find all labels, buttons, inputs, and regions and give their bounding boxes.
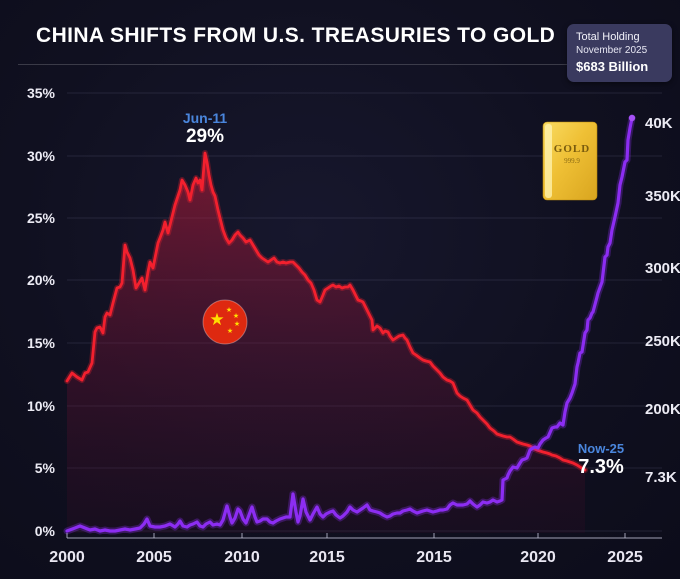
y-axis-left-label: 10%	[27, 398, 56, 414]
x-axis-label: 2015	[416, 549, 452, 566]
peak-annotation-date: Jun-11	[182, 110, 228, 126]
y-axis-left-label: 5%	[35, 460, 56, 476]
svg-text:GOLD: GOLD	[554, 143, 590, 155]
peak-annotation: Jun-11 29%	[183, 110, 227, 147]
y-axis-left-label: 15%	[27, 335, 56, 351]
badge-value: $683 Billion	[576, 59, 649, 74]
y-axis-right-label: 40K	[645, 115, 673, 132]
svg-text:★: ★	[209, 310, 224, 330]
y-axis-right-label: 350K	[645, 188, 680, 205]
peak-annotation-value: 29%	[185, 126, 225, 147]
treasuries-area-fill	[67, 153, 585, 533]
gold-line-end-marker	[628, 114, 636, 122]
gold-bar-icon: GOLD 999.9	[542, 121, 598, 201]
y-axis-left-label: 0%	[35, 523, 56, 539]
y-axis-right-label: 250K	[645, 333, 680, 350]
badge-label: Total Holding	[576, 31, 640, 43]
chart-axes: 35% 30% 25% 20% 15% 10% 5% 0% 40K 350K 300K 250K 200…	[27, 85, 680, 566]
x-axis-label: 2010	[224, 549, 260, 566]
chart-series	[63, 114, 636, 535]
x-axis-label: 2025	[607, 549, 643, 566]
title-divider	[18, 64, 664, 65]
gold-line	[65, 116, 634, 533]
svg-text:999.9: 999.9	[564, 157, 580, 165]
now-annotation-date: Now-25	[577, 441, 625, 456]
svg-text:★: ★	[234, 320, 240, 328]
y-axis-left-label: 25%	[27, 210, 56, 226]
x-axis-label: 2015	[309, 549, 345, 566]
treasuries-line	[65, 151, 587, 472]
y-axis-right-label: 200K	[645, 401, 680, 418]
now-annotation: Now-25 7.3%	[578, 441, 624, 478]
x-axis-label: 2020	[520, 549, 556, 566]
y-axis-right-label: 7.3K	[645, 469, 677, 486]
page-title: CHINA SHIFTS FROM U.S. TREASURIES TO GOL…	[36, 24, 556, 47]
badge-date: November 2025	[576, 45, 648, 56]
x-axis-label: 2005	[136, 549, 172, 566]
now-annotation-value: 7.3%	[578, 456, 624, 478]
svg-text:★: ★	[233, 312, 239, 320]
svg-text:★: ★	[227, 327, 233, 335]
y-axis-left-label: 35%	[27, 85, 56, 101]
y-axis-right-label: 300K	[645, 260, 680, 277]
svg-text:★: ★	[226, 306, 232, 314]
china-flag-icon: ★ ★ ★ ★ ★	[202, 299, 248, 345]
y-axis-left-label: 30%	[27, 148, 56, 164]
total-holding-badge: Total Holding November 2025 $683 Billion	[567, 24, 672, 82]
x-axis-label: 2000	[49, 549, 85, 566]
y-axis-left-label: 20%	[27, 272, 56, 288]
